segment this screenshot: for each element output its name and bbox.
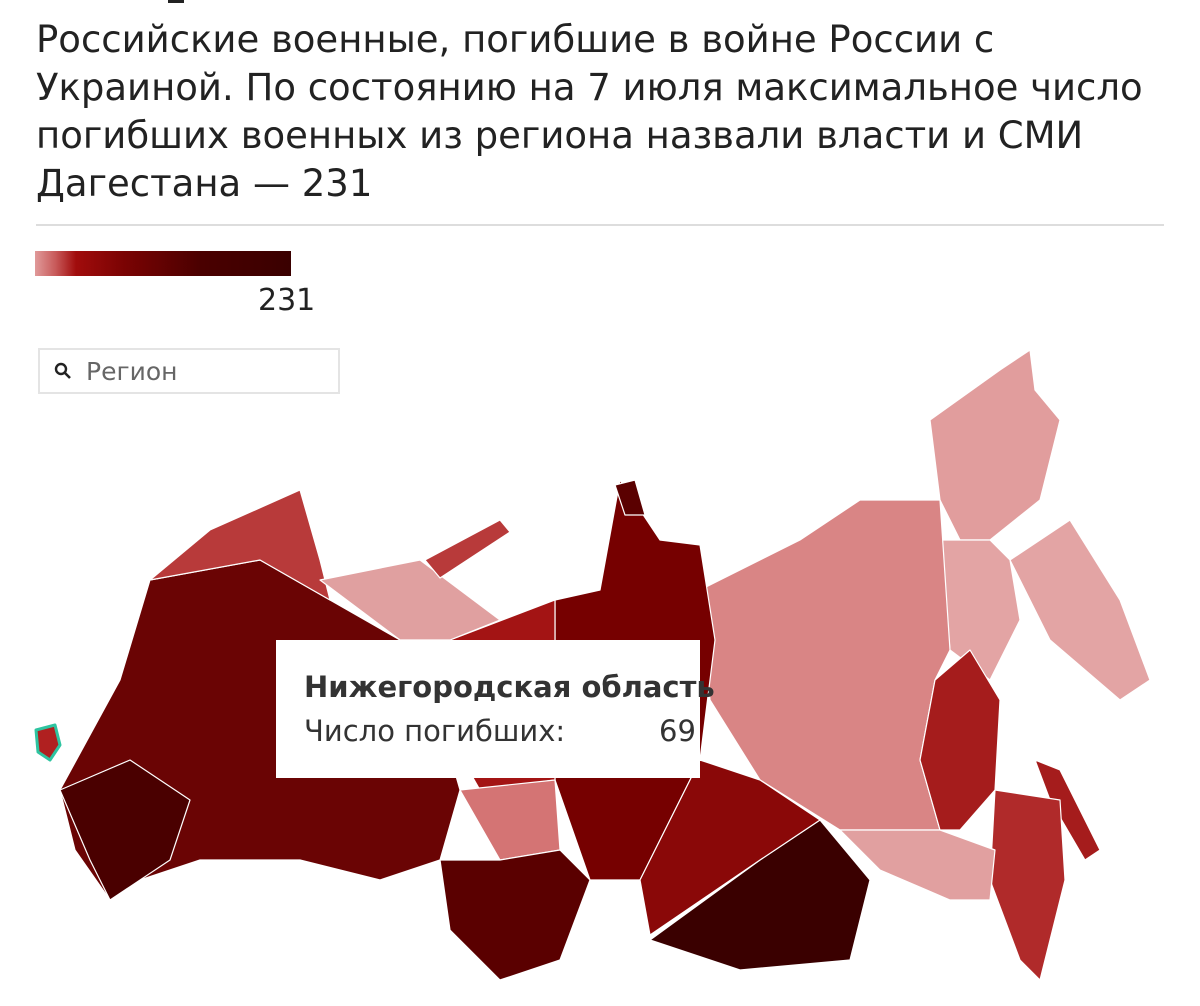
- region-search[interactable]: [38, 348, 340, 394]
- region-irkutsk[interactable]: [639, 759, 821, 936]
- region-northwest[interactable]: [149, 489, 331, 601]
- tooltip-region-name: Нижегородская область: [304, 670, 715, 704]
- region-tomsk[interactable]: [459, 779, 561, 861]
- region-primorye[interactable]: [989, 789, 1066, 981]
- region-kaliningrad[interactable]: [34, 723, 62, 762]
- region-sakhalin[interactable]: [1034, 759, 1101, 861]
- color-legend-bar: [35, 251, 291, 276]
- search-icon: [54, 362, 71, 379]
- region-novaya-zemlya[interactable]: [424, 519, 511, 579]
- region-south[interactable]: [59, 759, 191, 901]
- region-amur[interactable]: [839, 829, 996, 901]
- region-kamchatka[interactable]: [1009, 519, 1151, 701]
- region-magadan-south[interactable]: [939, 539, 1021, 681]
- region-arkhangelsk[interactable]: [319, 559, 501, 641]
- page-title: Российские военные, погибшие в войне Рос…: [36, 18, 1143, 205]
- legend-max-label: 231: [258, 283, 316, 318]
- region-chukotka-magadan[interactable]: [929, 349, 1061, 541]
- tooltip-value: 69: [659, 714, 696, 748]
- region-search-input[interactable]: [84, 355, 328, 387]
- top-mark: [168, 0, 184, 3]
- tooltip-label: Число погибших:: [304, 714, 566, 748]
- region-taimyr-islands[interactable]: [614, 479, 646, 516]
- russia-map[interactable]: [0, 330, 1200, 1006]
- region-altai[interactable]: [439, 849, 591, 981]
- tooltip-row: Число погибших: 69: [304, 714, 724, 748]
- region-tooltip: Нижегородская область Число погибших: 69: [276, 640, 715, 778]
- region-khabarovsk[interactable]: [919, 649, 1001, 831]
- divider: [36, 224, 1164, 226]
